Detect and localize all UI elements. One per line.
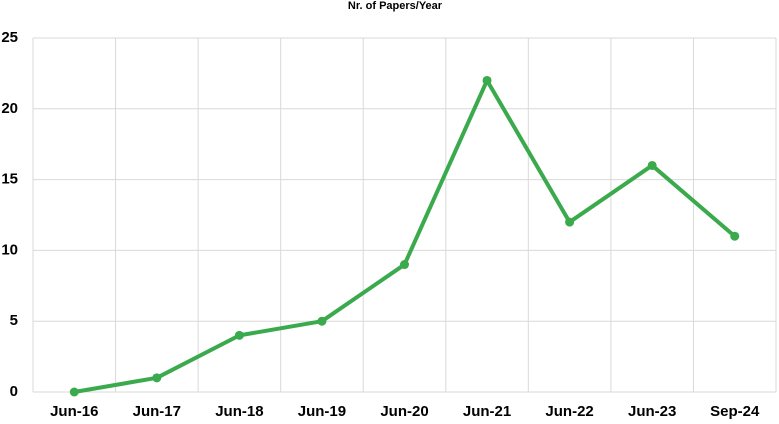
data-line (73, 78, 737, 394)
x-tick-label: Jun-18 (215, 403, 263, 420)
x-tick-label: Jun-19 (298, 403, 346, 420)
data-point (152, 373, 162, 383)
y-tick-label: 25 (1, 29, 18, 46)
x-tick-label: Jun-22 (545, 403, 593, 420)
data-point (730, 231, 740, 241)
data-point (482, 75, 492, 85)
x-tick-label: Jun-17 (133, 403, 181, 420)
data-point (69, 387, 79, 397)
y-tick-label: 20 (1, 100, 18, 117)
chart-title: Nr. of Papers/Year (348, 0, 443, 12)
data-point (647, 160, 657, 170)
x-tick-label: Sep-24 (710, 403, 760, 420)
x-tick-label: Jun-16 (50, 403, 98, 420)
data-point (400, 260, 409, 270)
y-tick-label: 10 (1, 241, 18, 258)
data-point (565, 217, 575, 227)
y-tick-label: 0 (10, 383, 18, 400)
x-tick-label: Jun-21 (463, 403, 511, 420)
data-point (317, 316, 327, 326)
x-tick-label: Jun-20 (380, 403, 428, 420)
y-tick-label: 5 (10, 312, 18, 329)
y-tick-label: 15 (1, 171, 18, 188)
data-point (234, 330, 244, 340)
x-tick-label: Jun-23 (628, 403, 676, 420)
